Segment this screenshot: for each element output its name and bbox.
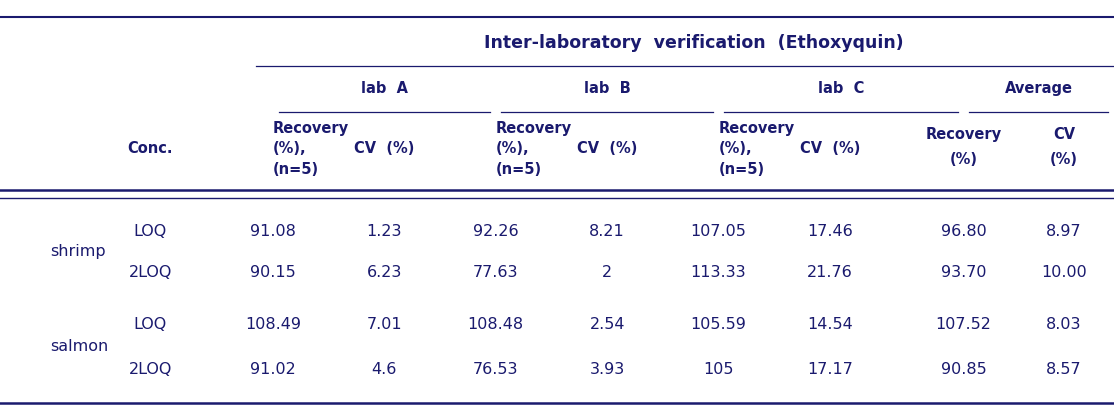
- Text: Recovery: Recovery: [496, 121, 571, 135]
- Text: 107.05: 107.05: [691, 224, 746, 239]
- Text: 8.97: 8.97: [1046, 224, 1082, 239]
- Text: lab  A: lab A: [361, 81, 408, 96]
- Text: Recovery: Recovery: [273, 121, 349, 135]
- Text: CV: CV: [1053, 127, 1075, 142]
- Text: shrimp: shrimp: [50, 244, 106, 259]
- Text: 14.54: 14.54: [807, 317, 853, 332]
- Text: 8.21: 8.21: [589, 224, 625, 239]
- Text: (%): (%): [949, 152, 978, 166]
- Text: (%),: (%),: [719, 141, 752, 156]
- Text: 1.23: 1.23: [367, 224, 402, 239]
- Text: CV  (%): CV (%): [354, 141, 414, 156]
- Text: 90.85: 90.85: [940, 362, 987, 377]
- Text: (%),: (%),: [496, 141, 529, 156]
- Text: LOQ: LOQ: [134, 317, 167, 332]
- Text: 2LOQ: 2LOQ: [129, 265, 172, 280]
- Text: 2: 2: [602, 265, 613, 280]
- Text: 90.15: 90.15: [250, 265, 296, 280]
- Text: lab  C: lab C: [818, 81, 864, 96]
- Text: CV  (%): CV (%): [800, 141, 860, 156]
- Text: lab  B: lab B: [584, 81, 631, 96]
- Text: Conc.: Conc.: [128, 141, 173, 156]
- Text: 93.70: 93.70: [941, 265, 986, 280]
- Text: 2LOQ: 2LOQ: [129, 362, 172, 377]
- Text: Inter-laboratory  verification  (Ethoxyquin): Inter-laboratory verification (Ethoxyqui…: [483, 34, 903, 52]
- Text: 92.26: 92.26: [473, 224, 518, 239]
- Text: 8.57: 8.57: [1046, 362, 1082, 377]
- Text: 8.03: 8.03: [1046, 317, 1082, 332]
- Text: 105: 105: [703, 362, 734, 377]
- Text: 21.76: 21.76: [807, 265, 853, 280]
- Text: 91.08: 91.08: [250, 224, 296, 239]
- Text: 17.46: 17.46: [807, 224, 853, 239]
- Text: 108.49: 108.49: [245, 317, 301, 332]
- Text: (n=5): (n=5): [273, 162, 319, 177]
- Text: (n=5): (n=5): [496, 162, 541, 177]
- Text: 76.53: 76.53: [473, 362, 518, 377]
- Text: 4.6: 4.6: [372, 362, 397, 377]
- Text: LOQ: LOQ: [134, 224, 167, 239]
- Text: Average: Average: [1005, 81, 1073, 96]
- Text: 113.33: 113.33: [691, 265, 746, 280]
- Text: 96.80: 96.80: [940, 224, 987, 239]
- Text: Recovery: Recovery: [926, 127, 1001, 142]
- Text: 10.00: 10.00: [1040, 265, 1087, 280]
- Text: 105.59: 105.59: [691, 317, 746, 332]
- Text: CV  (%): CV (%): [577, 141, 637, 156]
- Text: (%): (%): [1049, 152, 1078, 166]
- Text: 2.54: 2.54: [589, 317, 625, 332]
- Text: 108.48: 108.48: [468, 317, 524, 332]
- Text: 107.52: 107.52: [936, 317, 991, 332]
- Text: 91.02: 91.02: [250, 362, 296, 377]
- Text: 6.23: 6.23: [367, 265, 402, 280]
- Text: (%),: (%),: [273, 141, 306, 156]
- Text: salmon: salmon: [50, 339, 108, 354]
- Text: 7.01: 7.01: [367, 317, 402, 332]
- Text: (n=5): (n=5): [719, 162, 764, 177]
- Text: Recovery: Recovery: [719, 121, 794, 135]
- Text: 3.93: 3.93: [589, 362, 625, 377]
- Text: 77.63: 77.63: [473, 265, 518, 280]
- Text: 17.17: 17.17: [807, 362, 853, 377]
